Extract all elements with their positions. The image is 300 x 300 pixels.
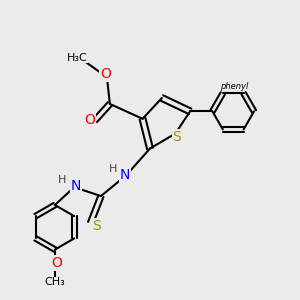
Text: S: S bbox=[172, 130, 181, 144]
Text: N: N bbox=[119, 168, 130, 182]
Text: H₃C: H₃C bbox=[67, 53, 88, 63]
Text: S: S bbox=[92, 219, 101, 233]
Text: O: O bbox=[84, 113, 95, 127]
Text: H: H bbox=[109, 164, 117, 174]
Text: H: H bbox=[58, 175, 66, 185]
Text: N: N bbox=[70, 179, 81, 193]
Text: O: O bbox=[51, 256, 62, 270]
Text: phenyl: phenyl bbox=[220, 82, 249, 91]
Text: CH₃: CH₃ bbox=[44, 277, 65, 287]
Text: O: O bbox=[100, 67, 111, 81]
